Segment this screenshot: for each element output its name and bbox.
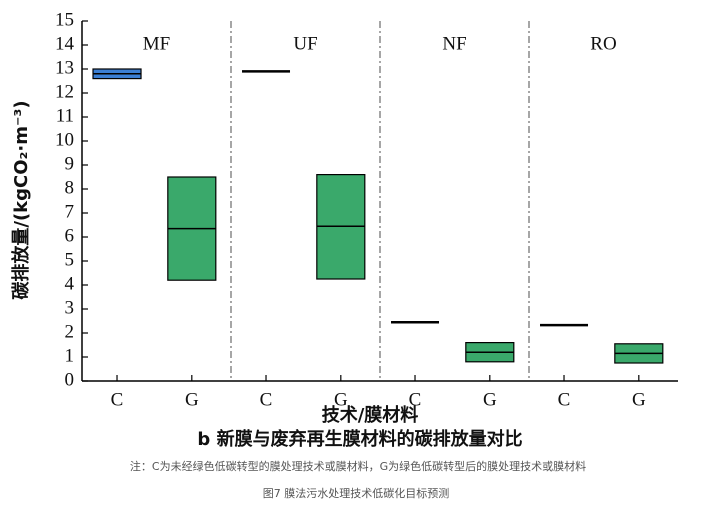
y-tick-label: 11 [56, 105, 74, 126]
y-tick-label: 13 [55, 57, 74, 78]
x-tick-label: G [334, 389, 348, 410]
y-tick-label: 4 [65, 273, 75, 294]
y-tick-label: 12 [55, 81, 74, 102]
group-label: RO [590, 33, 616, 54]
group-label: MF [143, 33, 170, 54]
chart-caption: b 新膜与废弃再生膜材料的碳排放量对比 [197, 428, 522, 450]
note: 注：C为未经绿色低碳转型的膜处理技术或膜材料，G为绿色低碳转型后的膜处理技术或膜… [130, 459, 586, 473]
x-axis-label: 技术/膜材料 [322, 404, 419, 426]
y-tick-label: 10 [55, 129, 74, 150]
x-tick-label: C [409, 389, 422, 410]
y-tick-label: 15 [55, 9, 74, 30]
x-tick-label: G [632, 389, 646, 410]
y-tick-label: 9 [65, 153, 75, 174]
y-tick-label: 7 [65, 201, 75, 222]
y-tick-label: 0 [65, 369, 75, 390]
x-tick-label: C [558, 389, 571, 410]
y-tick-label: 2 [65, 321, 75, 342]
y-tick-label: 8 [65, 177, 75, 198]
group-label: UF [293, 33, 317, 54]
x-tick-label: C [260, 389, 273, 410]
y-tick-label: 1 [65, 345, 75, 366]
x-tick-label: G [483, 389, 497, 410]
group-label: NF [442, 33, 466, 54]
y-tick-label: 6 [65, 225, 75, 246]
x-tick-label: C [111, 389, 124, 410]
y-axis-label: 碳排放量/(kgCO₂·m⁻³) [10, 100, 32, 299]
y-tick-label: 3 [65, 297, 75, 318]
y-tick-label: 5 [65, 249, 75, 270]
figure-caption: 图7 膜法污水处理技术低碳化目标预测 [263, 486, 450, 500]
y-tick-label: 14 [55, 33, 75, 54]
x-tick-label: G [185, 389, 199, 410]
